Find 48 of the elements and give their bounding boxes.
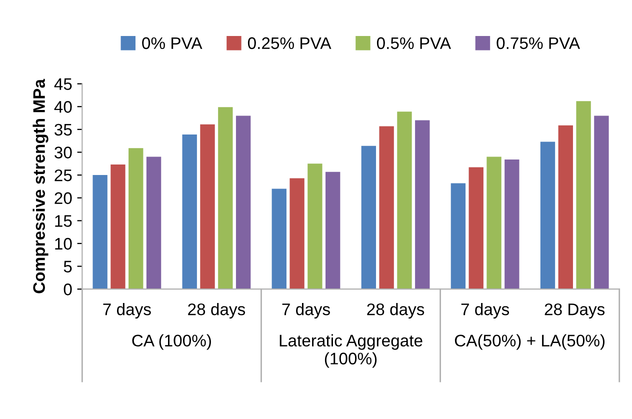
bar	[146, 156, 162, 290]
bar	[415, 120, 430, 290]
y-tick-label: 20	[54, 192, 72, 204]
text: CA(50%) + LA(50%)	[454, 334, 605, 350]
x-tick-label: 28 Days	[544, 303, 605, 319]
y-axis-title: Compressive strength MPa	[32, 78, 48, 294]
legend-label: 0.25% PVA	[248, 37, 332, 50]
bar	[272, 188, 286, 290]
text: CA (100%)	[132, 334, 211, 350]
bar	[308, 164, 322, 290]
bar	[200, 124, 215, 290]
x-tick-label: 7 days	[282, 303, 330, 319]
y-tick-label: 5	[64, 260, 72, 272]
x-tick-label: 28 days	[188, 303, 246, 319]
x-tick-label: 28 days	[367, 303, 424, 319]
bar	[576, 101, 591, 290]
bar	[182, 134, 197, 290]
x-tick-label: 7 days	[461, 303, 510, 319]
bar	[397, 112, 412, 290]
y-tick-label: 35	[54, 124, 72, 136]
y-tick-label: 45	[54, 78, 72, 90]
legend-label: 0% PVA	[142, 37, 202, 50]
y-tick-label: 0	[64, 284, 72, 296]
legend-label: 0.75% PVA	[496, 37, 580, 50]
bar	[594, 116, 609, 290]
y-tick-label: 40	[54, 101, 72, 113]
bar	[218, 107, 233, 290]
bar	[290, 178, 304, 290]
y-tick-label: 25	[54, 169, 72, 182]
bar	[504, 160, 520, 290]
bar	[361, 146, 376, 290]
bar	[379, 126, 394, 290]
bar	[558, 125, 573, 290]
legend-label: 0.5% PVA	[376, 37, 452, 50]
bar	[92, 175, 108, 290]
y-tick-label: 30	[54, 146, 72, 158]
bar	[110, 164, 126, 290]
y-tick-label: 10	[55, 238, 72, 250]
bar	[450, 183, 466, 290]
text: Lateratic Aggregate (100%)	[280, 334, 422, 368]
y-tick-label: 15	[55, 215, 72, 227]
bar	[128, 148, 144, 290]
bar	[236, 116, 251, 290]
bar	[326, 172, 340, 290]
x-tick-label: 7 days	[103, 303, 151, 319]
bar	[540, 142, 556, 290]
bar	[486, 156, 502, 290]
bar	[468, 167, 484, 290]
